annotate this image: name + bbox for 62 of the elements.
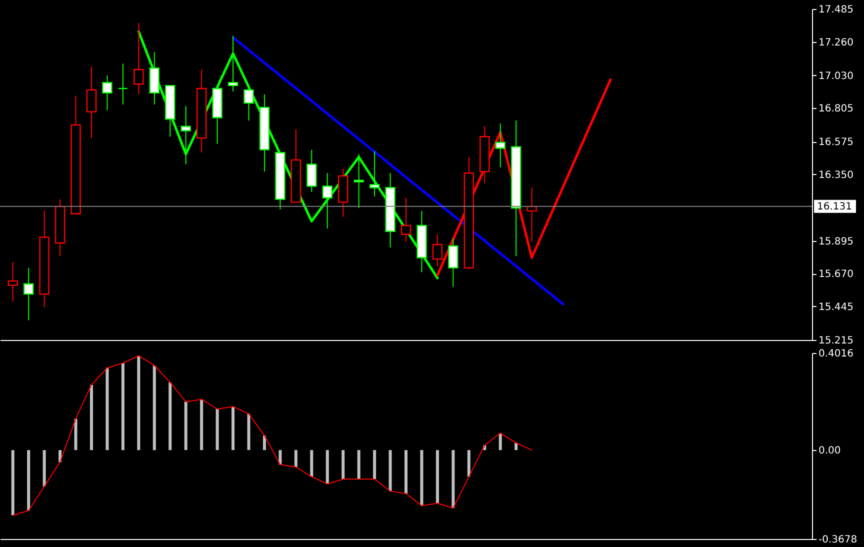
bar: [216, 408, 219, 450]
bar: [514, 442, 518, 450]
candlestick: [448, 238, 458, 288]
candlestick: [400, 197, 412, 242]
ref-line-label: 16.131: [817, 201, 852, 212]
bar: [106, 368, 109, 450]
bar: [137, 356, 140, 450]
bar: [357, 450, 360, 480]
line-series: [12, 355, 532, 516]
bar: [152, 365, 156, 450]
bar: [498, 433, 502, 450]
bar: [373, 450, 376, 480]
bar: [278, 450, 282, 465]
candlestick: [23, 267, 34, 321]
y-tick-label: 16.575: [818, 137, 854, 148]
bar: [27, 450, 30, 511]
candlestick: [306, 149, 317, 192]
bar: [294, 450, 298, 468]
bar: [436, 450, 439, 504]
candlestick: [102, 74, 112, 111]
bar: [326, 450, 329, 484]
bar: [420, 450, 424, 506]
y-tick-label: 0.4016: [818, 348, 854, 360]
bar: [310, 450, 314, 477]
bar: [200, 399, 204, 450]
bar: [11, 450, 14, 516]
candlestick: [8, 261, 18, 302]
candlestick: [495, 122, 506, 168]
candlestick: [244, 89, 254, 122]
bar: [168, 382, 172, 450]
y-tick-label: 16.350: [818, 170, 854, 181]
candlestick: [369, 150, 380, 197]
candlestick: [118, 63, 128, 106]
candlestick: [322, 172, 332, 229]
bar: [121, 363, 124, 450]
candlestick: [86, 66, 97, 139]
bar: [90, 384, 93, 450]
bar: [404, 450, 408, 494]
bar: [42, 450, 46, 486]
bar: [184, 402, 188, 450]
bar: [247, 414, 250, 450]
y-tick-label: 17.485: [818, 4, 854, 16]
y-tick-label: 17.260: [818, 37, 854, 48]
y-tick-label: 0.00: [818, 446, 841, 457]
candlestick: [354, 154, 364, 209]
candlestick: [228, 35, 238, 92]
bar: [467, 450, 470, 477]
y-tick-label: 15.445: [818, 302, 854, 313]
bar: [232, 406, 235, 450]
bar: [452, 450, 455, 508]
bar: [388, 450, 392, 492]
bar: [342, 450, 345, 480]
bar: [74, 418, 78, 450]
candlestick: [180, 105, 191, 165]
y-tick-label: 15.215: [818, 336, 854, 346]
y-tick-label: 15.895: [818, 236, 854, 248]
y-tick-label: -0.3678: [818, 534, 858, 546]
bar: [262, 436, 266, 450]
y-tick-label: 16.805: [818, 104, 854, 115]
candlestick: [134, 22, 144, 95]
y-tick-label: 15.670: [818, 269, 854, 280]
y-tick-label: 17.030: [818, 70, 854, 82]
